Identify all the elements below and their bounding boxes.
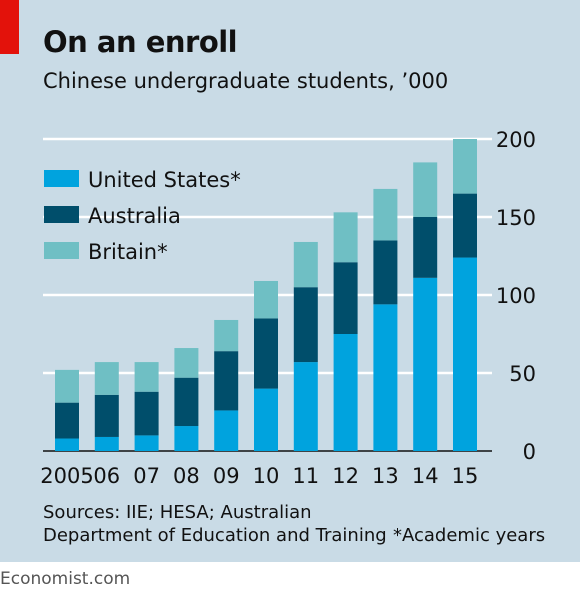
x-tick-label: 09 [213, 464, 240, 488]
chart-subtitle: Chinese undergraduate students, ’000 [43, 69, 449, 93]
footnote: *Academic years [393, 525, 546, 546]
bar-australia [373, 240, 398, 305]
x-tick-label: 10 [253, 464, 280, 488]
bar-britain [333, 212, 358, 263]
bar-britain [453, 139, 477, 194]
brand-text: Economist.com [0, 569, 131, 589]
x-tick-label: 13 [372, 464, 399, 488]
bar-united-states [94, 436, 119, 451]
legend-swatch [44, 206, 79, 223]
bars [55, 139, 477, 451]
bar-australia [214, 351, 239, 411]
bar-australia [453, 193, 477, 258]
legend-swatch [44, 242, 79, 259]
legend-label: Australia [88, 204, 181, 228]
brand-red-tab [0, 0, 19, 54]
legend: United States* Australia Britain* [44, 168, 241, 264]
bar-united-states [214, 410, 239, 451]
bar-united-states [55, 438, 79, 451]
x-tick-label: 14 [412, 464, 439, 488]
chart-panel [0, 0, 580, 562]
bar-britain [254, 280, 278, 319]
bar-britain [174, 348, 199, 378]
x-tick-label: 08 [173, 464, 200, 488]
bar-britain [134, 362, 159, 392]
bar-united-states [293, 362, 318, 451]
y-tick-label: 50 [509, 362, 536, 386]
bar-australia [94, 394, 119, 437]
x-tick-label: 11 [292, 464, 319, 488]
bar-australia [413, 217, 438, 278]
bar-australia [333, 262, 358, 334]
legend-label: Britain* [88, 240, 168, 264]
y-tick-label: 150 [496, 206, 536, 230]
legend-swatch [44, 170, 79, 187]
bar-united-states [453, 257, 477, 451]
bar-britain [413, 162, 438, 217]
bar-united-states [413, 277, 438, 451]
bar-britain [373, 188, 398, 241]
bar-united-states [373, 304, 398, 451]
bar-australia [254, 318, 278, 389]
y-axis-ticks: 0 50 100 150 200 [496, 128, 536, 464]
bar-britain [55, 369, 79, 403]
bar-australia [55, 402, 79, 439]
bar-united-states [174, 426, 199, 451]
x-tick-label: 12 [332, 464, 359, 488]
bar-united-states [333, 334, 358, 451]
source-line-1: Sources: IIE; HESA; Australian [43, 502, 312, 523]
bar-australia [134, 391, 159, 436]
x-tick-label: 2005 [40, 464, 93, 488]
bar-australia [293, 287, 318, 363]
y-tick-label: 200 [496, 128, 536, 152]
x-tick-label: 06 [93, 464, 120, 488]
y-tick-label: 100 [496, 284, 536, 308]
stacked-bar-chart: 0 50 100 150 200 2005 06 07 08 09 10 11 12 13 14 15 Un… [40, 128, 536, 488]
source-line-2: Department of Education and Training [43, 525, 387, 546]
chart-title: On an enroll [43, 25, 238, 59]
x-tick-label: 07 [133, 464, 160, 488]
x-tick-label: 15 [452, 464, 479, 488]
bar-britain [94, 362, 119, 395]
bar-britain [214, 319, 239, 352]
bar-britain [293, 241, 318, 288]
legend-label: United States* [88, 168, 241, 192]
bar-united-states [134, 435, 159, 451]
bar-australia [174, 377, 199, 427]
bar-united-states [254, 388, 278, 451]
x-axis-ticks: 2005 06 07 08 09 10 11 12 13 14 15 [40, 464, 478, 488]
y-tick-label: 0 [523, 440, 536, 464]
